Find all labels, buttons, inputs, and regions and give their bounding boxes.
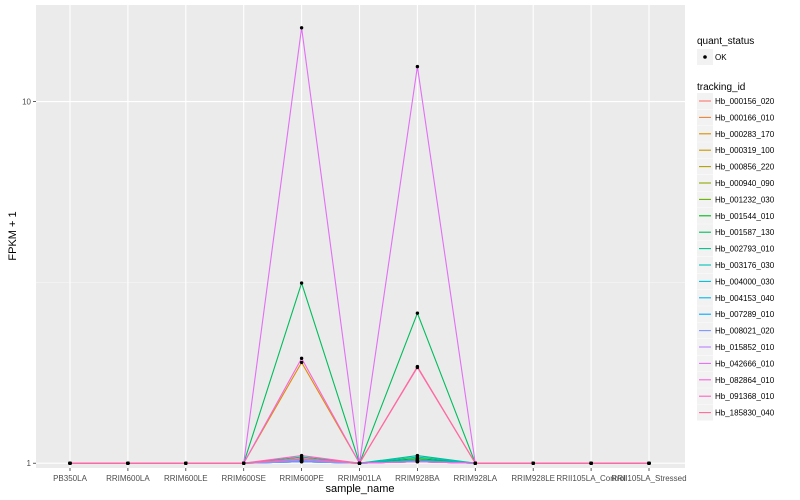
- y-axis: 1 10: [22, 98, 36, 468]
- data-point: [184, 461, 188, 465]
- x-tick-label: RRIM928BA: [395, 474, 440, 483]
- x-tick-label: RRIM901LA: [338, 474, 382, 483]
- data-point: [299, 456, 304, 461]
- data-point: [473, 461, 477, 465]
- y-axis-title: FPKM + 1: [7, 211, 19, 260]
- x-tick-label: RRIM928LE: [511, 474, 555, 483]
- data-point: [299, 26, 304, 30]
- legend-line-label: Hb_002793_010: [715, 245, 775, 254]
- data-point: [299, 281, 304, 285]
- legend-line-label: Hb_004000_030: [715, 277, 775, 286]
- legend-line-label: Hb_015852_010: [715, 343, 775, 352]
- data-point: [299, 356, 304, 361]
- legend-points-title: quant_status: [697, 36, 754, 47]
- x-tick-label: PB350LA: [53, 474, 87, 483]
- legend-line-label: Hb_082864_010: [715, 376, 775, 385]
- legend-line-label: Hb_000319_100: [715, 146, 775, 155]
- legend: quant_status OK tracking_id Hb_000156_02…: [697, 36, 775, 421]
- data-point: [299, 360, 304, 365]
- data-points: [68, 26, 651, 465]
- legend-line-label: Hb_004153_040: [715, 294, 775, 303]
- x-tick-label: RRII105LA_Stressed: [611, 474, 686, 483]
- x-tick-label: RRIM600LA: [106, 474, 150, 483]
- legend-line-label: Hb_000856_220: [715, 163, 775, 172]
- x-tick-label: RRIM600LE: [164, 474, 208, 483]
- legend-line-label: Hb_001587_130: [715, 228, 775, 237]
- legend-line-label: Hb_007289_010: [715, 310, 775, 319]
- data-point: [589, 461, 593, 465]
- legend-line-label: Hb_000283_170: [715, 130, 775, 139]
- x-tick-label: RRIM928LA: [454, 474, 498, 483]
- legend-line-label: Hb_091368_010: [715, 392, 775, 401]
- x-tick-label: RRII105LA_Control: [556, 474, 626, 483]
- data-point: [357, 461, 362, 465]
- x-axis: PB350LA RRIM600LA RRIM600LE RRIM600SE RRIM60…: [53, 468, 687, 483]
- x-tick-label: RRIM600SE: [221, 474, 265, 483]
- legend-line-label: Hb_000156_020: [715, 97, 775, 106]
- legend-line-label: Hb_042666_010: [715, 359, 775, 368]
- data-point: [68, 461, 72, 465]
- legend-line-label: Hb_001232_030: [715, 195, 775, 204]
- legend-line-label: Hb_185830_040: [715, 409, 775, 418]
- y-tick-label: 10: [22, 98, 31, 107]
- data-point: [242, 461, 246, 465]
- legend-lines: Hb_000156_020 Hb_000166_010 Hb_000283_170 H…: [697, 93, 775, 421]
- panel-background: [36, 5, 685, 468]
- legend-line-label: Hb_008021_020: [715, 327, 775, 336]
- y-tick-label: 1: [27, 459, 32, 468]
- legend-line-label: Hb_000940_090: [715, 179, 775, 188]
- data-point: [299, 453, 304, 458]
- x-axis-title: sample_name: [325, 483, 394, 495]
- data-point: [415, 311, 420, 315]
- data-point: [415, 459, 420, 464]
- grid: [36, 5, 685, 468]
- data-point: [415, 455, 420, 459]
- data-point: [415, 364, 420, 369]
- data-point: [415, 64, 420, 69]
- legend-point-swatch: [703, 55, 707, 59]
- data-point: [647, 461, 651, 465]
- data-point: [126, 461, 130, 465]
- x-tick-label: RRIM600PE: [279, 474, 323, 483]
- data-point: [531, 461, 535, 465]
- legend-line-label: Hb_000166_010: [715, 113, 775, 122]
- legend-lines-title: tracking_id: [697, 82, 745, 93]
- legend-point-label: OK: [715, 53, 727, 62]
- legend-line-label: Hb_003176_030: [715, 261, 775, 270]
- legend-line-label: Hb_001544_010: [715, 212, 775, 221]
